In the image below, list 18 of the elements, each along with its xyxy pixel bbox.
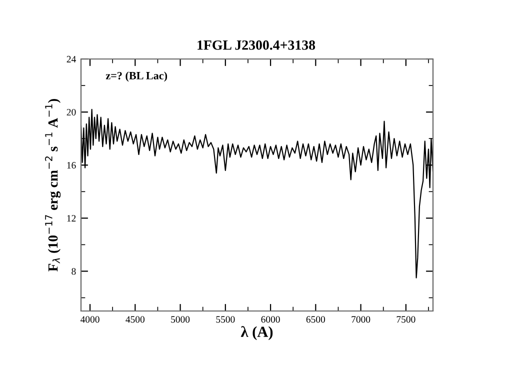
text: F$_{λ}$ (10$^{−17}$ erg cm$^{−2}$ s$^{−1}$ A$^{−1}$)	[45, 99, 61, 272]
x-tick-label: 7000	[352, 316, 370, 323]
x-tick-label: 6500	[306, 316, 326, 323]
x-tick-label: 5500	[216, 316, 235, 323]
y-tick-label: 8	[72, 268, 76, 275]
x-tick-label: 5000	[171, 316, 190, 323]
x-tick-label: 6000	[261, 316, 280, 323]
x-tick-label: 7500	[396, 316, 416, 323]
y-tick-label: 12	[67, 215, 76, 222]
chart-title: 1FGL J2300.4+3138	[198, 40, 316, 50]
x-tick-label: 4000	[80, 316, 100, 323]
y-tick-label: 20	[66, 108, 76, 116]
y-tick-label: 24	[66, 56, 76, 62]
y-tick-label: 16	[67, 162, 76, 169]
line-series	[81, 108, 433, 278]
x-axis-title: λ (A)	[240, 326, 273, 340]
annotation: z=? (BL Lac)	[106, 72, 168, 82]
x-tick-label: 4500	[126, 316, 145, 323]
